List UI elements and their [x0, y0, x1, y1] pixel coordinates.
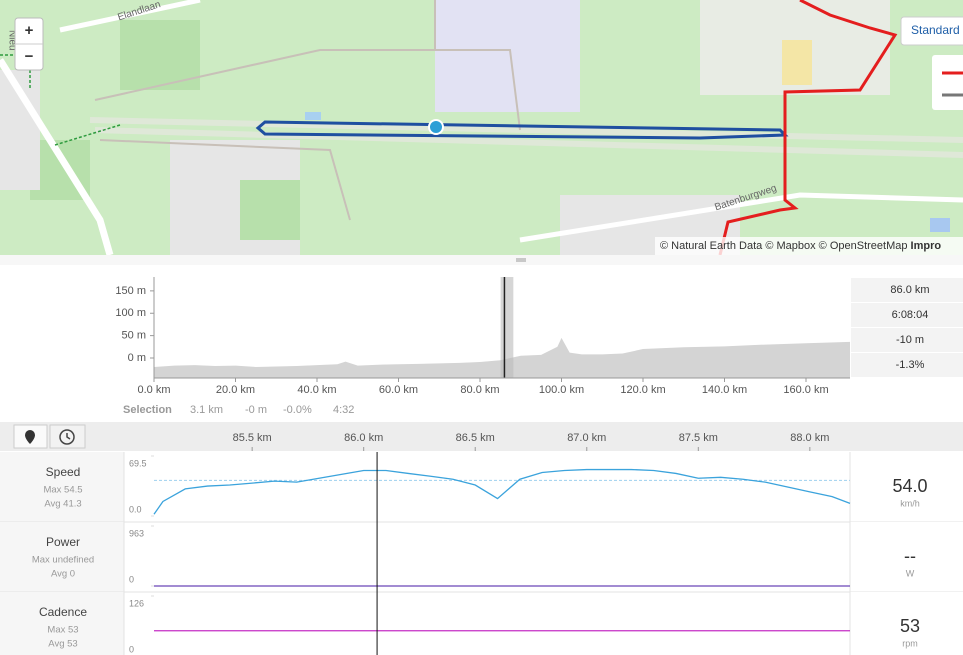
x-tick-label: 87.5 km — [679, 432, 718, 444]
map-path — [94, 0, 521, 221]
x-tick-label: 88.0 km — [790, 432, 829, 444]
stream-max: Max 54.5 — [43, 485, 82, 496]
x-tick-label: 87.0 km — [567, 432, 606, 444]
row-label-bg — [0, 522, 124, 592]
y-tick-label: 0 m — [128, 352, 146, 364]
y-tick-label: 963 — [129, 528, 144, 538]
resize-handle[interactable] — [0, 255, 963, 265]
x-tick-label: 20.0 km — [216, 384, 255, 396]
pin-icon — [25, 430, 35, 444]
y-tick-label: 69.5 — [129, 458, 147, 468]
stat-value: -10 m — [896, 334, 924, 346]
map-water — [930, 218, 950, 232]
x-tick-label: 160.0 km — [783, 384, 828, 396]
y-tick-label: 50 m — [122, 330, 146, 342]
layer-button[interactable] — [900, 16, 963, 46]
zoom-in[interactable]: + — [25, 22, 34, 39]
stream-title: Cadence — [39, 605, 87, 619]
elevation-area — [154, 337, 850, 378]
stream-title: Power — [46, 535, 80, 549]
map-area — [782, 40, 812, 85]
stream-avg: Avg 0 — [51, 569, 75, 580]
map-water — [305, 112, 321, 120]
x-tick-label: 0.0 km — [137, 384, 170, 396]
stat-value: 6:08:04 — [892, 309, 929, 321]
legend-box — [932, 55, 963, 110]
stream-unit: km/h — [900, 498, 920, 508]
row-value-bg — [850, 592, 963, 655]
x-tick-label: 60.0 km — [379, 384, 418, 396]
y-tick-label: 150 m — [115, 285, 146, 297]
y-tick-label: 0 — [129, 644, 134, 654]
stat-cell — [851, 353, 963, 377]
map-road — [59, 0, 201, 33]
map-road — [519, 192, 963, 243]
map-runway — [89, 117, 963, 158]
row-value-bg — [850, 522, 963, 592]
stat-cell — [851, 278, 963, 302]
stream-avg: Avg 41.3 — [44, 499, 81, 510]
map-area — [435, 0, 580, 112]
row-label-bg — [0, 452, 124, 522]
stream-current: 53 — [900, 616, 920, 636]
x-tick-label: 86.0 km — [344, 432, 383, 444]
stream-line — [153, 468, 851, 515]
street-label: Nieu — [6, 30, 17, 51]
selection-stat: -0 m — [245, 404, 267, 416]
stat-value: 86.0 km — [890, 284, 929, 296]
stream-unit: W — [906, 568, 915, 578]
x-tick-label: 40.0 km — [297, 384, 336, 396]
selection-band — [500, 277, 514, 378]
stat-cell — [851, 303, 963, 327]
zoom-out[interactable]: − — [25, 48, 34, 65]
map-road — [0, 58, 114, 256]
selection-stat: -0.0% — [283, 404, 312, 416]
map: Elandlaan Batenburgweg Nieu + − Standard… — [0, 0, 963, 256]
attribution: © Natural Earth Data © Mapbox © OpenStre… — [660, 240, 941, 252]
stat-cell — [851, 328, 963, 352]
x-tick-label: 100.0 km — [539, 384, 584, 396]
stream-unit: rpm — [902, 638, 918, 648]
attribution-bg — [655, 237, 963, 255]
tab-bar — [0, 422, 963, 451]
stream-max: Max undefined — [32, 555, 94, 566]
y-tick-label: 100 m — [115, 307, 146, 319]
attribution-text: © Natural Earth Data © Mapbox © OpenStre… — [660, 240, 907, 252]
clock-hand — [66, 433, 71, 440]
map-forest — [120, 20, 200, 90]
x-tick-label: 86.5 km — [456, 432, 495, 444]
stream-current: 54.0 — [892, 476, 927, 496]
x-tick-label: 85.5 km — [233, 432, 272, 444]
x-tick-label: 120.0 km — [620, 384, 665, 396]
x-tick-label: 80.0 km — [460, 384, 499, 396]
map-route — [255, 120, 789, 140]
y-tick-label: 0.0 — [129, 504, 142, 514]
stream-avg: Avg 53 — [48, 639, 77, 650]
stream-max: Max 53 — [47, 625, 78, 636]
map-forest — [240, 180, 300, 240]
attribution-link[interactable]: Impro — [911, 240, 942, 252]
y-tick-label: 126 — [129, 598, 144, 608]
stream-title: Speed — [46, 465, 81, 479]
row-value-bg — [850, 452, 963, 522]
stat-value: -1.3% — [896, 359, 925, 371]
y-tick-label: 0 — [129, 574, 134, 584]
clock-icon — [59, 429, 75, 445]
stream-current: -- — [904, 546, 916, 566]
row-label-bg — [0, 592, 124, 655]
map-route-other — [718, 0, 898, 256]
selection-stat: 4:32 — [333, 404, 354, 416]
layer-label[interactable]: Standard — [911, 23, 960, 37]
selection-label: Selection — [123, 404, 172, 416]
x-tick-label: 140.0 km — [702, 384, 747, 396]
map-position — [428, 119, 444, 135]
selection-stat: 3.1 km — [190, 404, 223, 416]
